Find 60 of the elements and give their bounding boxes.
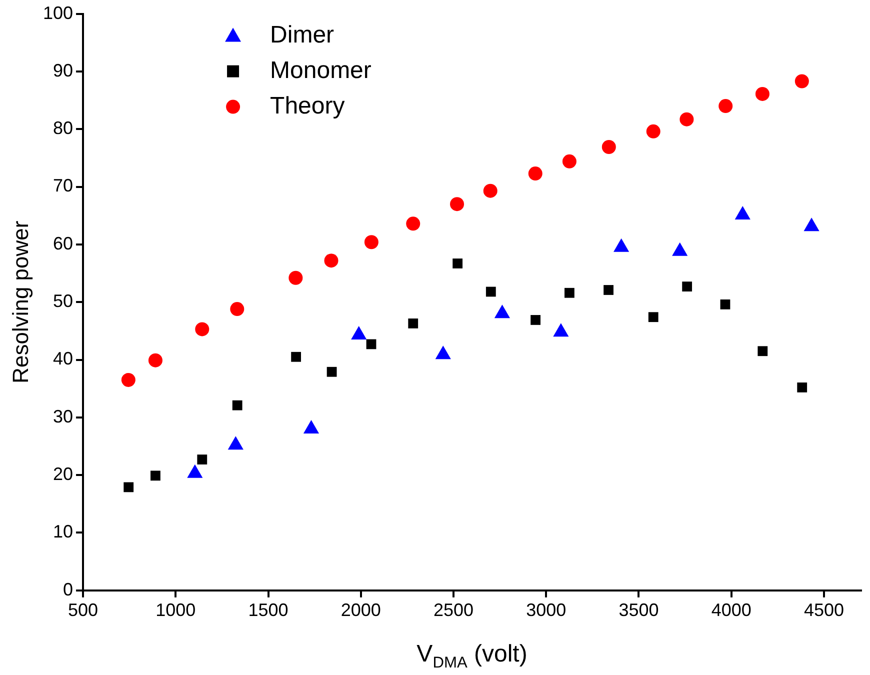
point xyxy=(682,282,692,292)
point xyxy=(758,346,768,356)
point xyxy=(564,288,574,298)
y-axis-title: Resolving power xyxy=(8,220,34,384)
point xyxy=(124,482,134,492)
x-tick-label: 2500 xyxy=(433,600,474,620)
point xyxy=(648,312,658,322)
point xyxy=(406,216,420,231)
y-tick-label: 100 xyxy=(42,2,74,23)
point xyxy=(326,366,337,377)
point xyxy=(720,299,730,310)
point xyxy=(324,254,338,268)
y-tick-label: 0 xyxy=(63,579,74,600)
point xyxy=(148,353,162,368)
x-tick-label: 1500 xyxy=(248,600,288,620)
x-tick-label: 4500 xyxy=(804,600,844,620)
point xyxy=(232,400,242,410)
y-tick-label: 10 xyxy=(53,522,74,542)
y-tick-label: 90 xyxy=(53,60,74,80)
y-tick-label: 80 xyxy=(53,118,74,138)
x-tick-label: 2000 xyxy=(340,600,381,620)
point xyxy=(562,154,576,168)
point xyxy=(646,124,660,138)
y-tick-label: 50 xyxy=(53,291,74,312)
y-tick-label: 60 xyxy=(53,233,74,254)
point xyxy=(195,322,210,336)
y-tick-label: 30 xyxy=(53,406,74,426)
point xyxy=(364,235,378,250)
point xyxy=(450,197,464,212)
point xyxy=(797,382,808,392)
point xyxy=(197,454,208,464)
point xyxy=(602,140,616,154)
x-tick-label: 500 xyxy=(68,600,98,620)
point xyxy=(366,339,376,350)
point xyxy=(528,166,542,181)
point xyxy=(486,286,496,297)
x-tick-label: 1000 xyxy=(156,600,196,620)
x-tick-label: 3500 xyxy=(618,600,659,620)
legend-label: Dimer xyxy=(270,21,334,48)
point xyxy=(680,112,694,126)
point xyxy=(483,184,498,198)
point xyxy=(291,352,301,362)
x-tick-label: 4000 xyxy=(711,600,752,620)
point xyxy=(755,86,770,101)
point xyxy=(718,99,733,114)
y-tick-label: 70 xyxy=(53,176,74,196)
point xyxy=(452,258,463,268)
y-tick-label: 40 xyxy=(53,348,74,369)
x-tick-label: 3000 xyxy=(526,600,566,620)
legend-label: Theory xyxy=(270,92,345,120)
point xyxy=(794,74,809,88)
point xyxy=(150,470,160,481)
point xyxy=(230,302,244,316)
point xyxy=(530,315,540,325)
point xyxy=(288,270,303,285)
y-tick-label: 20 xyxy=(53,464,74,484)
point xyxy=(121,372,136,387)
legend-label: Monomer xyxy=(270,56,372,84)
point xyxy=(604,285,614,295)
point xyxy=(408,318,418,328)
